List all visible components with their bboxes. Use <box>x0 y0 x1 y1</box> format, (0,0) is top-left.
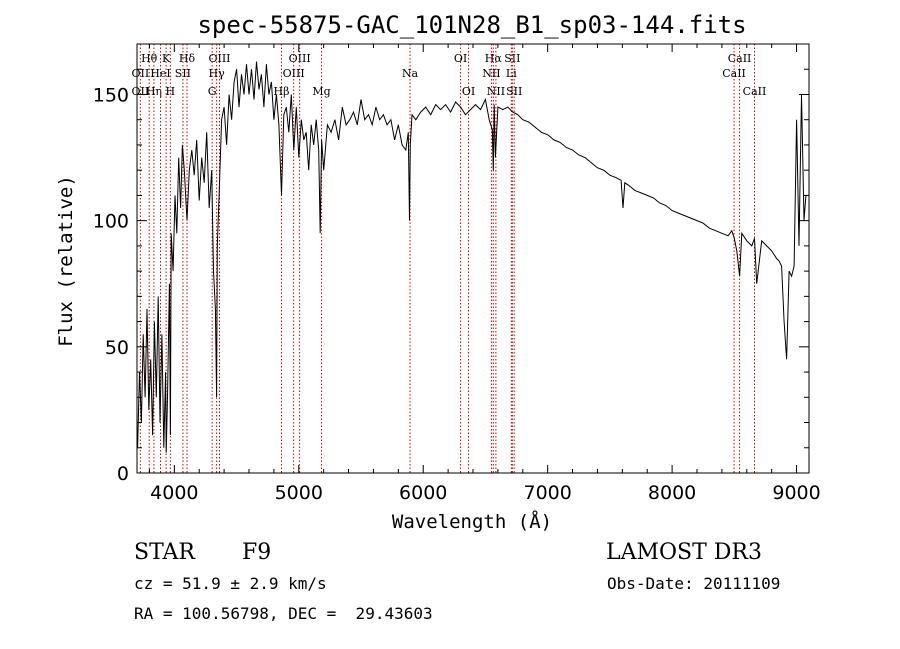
x-axis-ticks: 4000 5000 6000 7000 8000 9000 <box>148 44 821 504</box>
spectral-line-label: OI <box>462 85 475 98</box>
redshift-cz: cz = 51.9 ± 2.9 km/s <box>134 574 327 593</box>
y-axis-ticks: 0 50 100 150 <box>93 68 809 485</box>
obs-date: Obs-Date: 20111109 <box>607 574 781 593</box>
x-tick-label: 7000 <box>523 482 571 504</box>
spectral-line-label: OIII <box>289 52 311 65</box>
spectral-line-label: NII <box>482 67 500 80</box>
y-tick-label: 100 <box>93 211 129 233</box>
plot-frame <box>136 43 810 474</box>
spectral-line-label: Hβ <box>274 85 290 98</box>
spectral-line-label: Hδ <box>179 52 196 65</box>
spectral-line-label: OI <box>454 52 467 65</box>
spectral-line-label: K <box>162 52 171 65</box>
spectral-line-label: Na <box>402 67 419 80</box>
coordinates: RA = 100.56798, DEC = 29.43603 <box>134 604 433 623</box>
spectral-line-label: Hθ <box>141 52 158 65</box>
x-tick-label: 4000 <box>150 482 198 504</box>
spectral-line-label: CaII <box>728 52 752 65</box>
spectral-line-label: CaII <box>722 67 746 80</box>
y-axis-label: Flux (relative) <box>55 175 77 347</box>
star-subclass: F9 <box>242 540 272 565</box>
spectral-line-label: G <box>208 85 217 98</box>
x-tick-label: 6000 <box>399 482 447 504</box>
spectral-line-label: OIII <box>208 52 230 65</box>
x-tick-label: 9000 <box>772 482 820 504</box>
x-axis-label: Wavelength (Å) <box>392 510 552 533</box>
spectral-line-label: H <box>166 85 176 98</box>
spectral-line-label: SII <box>506 85 522 98</box>
x-tick-label: 5000 <box>275 482 323 504</box>
y-tick-label: 50 <box>105 337 129 359</box>
spectral-line-label: Mg <box>312 85 330 98</box>
spectral-line-label: SII <box>175 67 191 80</box>
spectral-line-label: Hη <box>146 85 162 98</box>
y-tick-label: 150 <box>93 84 129 106</box>
spectrum-line <box>137 61 807 453</box>
spectrum-chart: spec-55875-GAC_101N28_B1_sp03-144.fits H… <box>55 11 821 533</box>
spectral-line-label: OIII <box>283 67 305 80</box>
spectral-line-label: Li <box>506 67 517 80</box>
spectral-line-label: Hγ <box>209 67 226 80</box>
x-tick-label: 8000 <box>648 482 696 504</box>
star-class: STAR <box>134 540 195 565</box>
spectral-line-label: CaII <box>743 85 767 98</box>
y-tick-label: 0 <box>117 463 129 485</box>
spectral-line-label: HeI <box>150 67 170 80</box>
spectral-line-label: SII <box>504 52 520 65</box>
survey-name: LAMOST DR3 <box>606 540 762 565</box>
spectral-line-label: Hα <box>485 52 503 65</box>
chart-title: spec-55875-GAC_101N28_B1_sp03-144.fits <box>197 11 746 39</box>
spectral-line-label: OII <box>132 67 150 80</box>
spectral-line-label: NII <box>487 85 505 98</box>
